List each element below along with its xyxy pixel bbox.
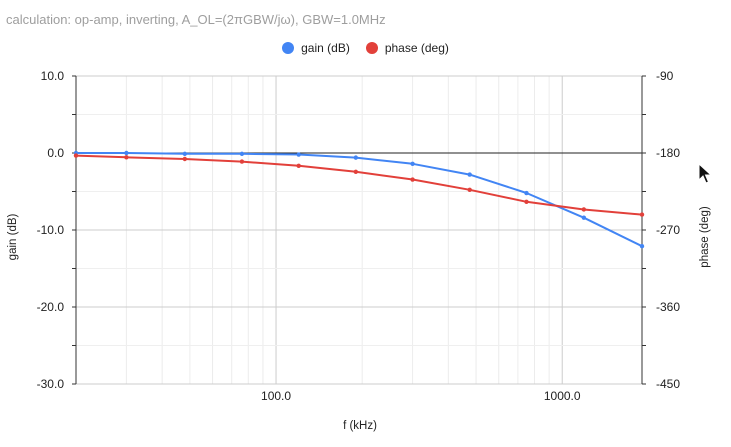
legend-label-gain: gain (dB) [301, 41, 350, 55]
y-tick-label: 0.0 [47, 146, 64, 160]
data-point-gain [524, 190, 529, 196]
legend-marker-gain [282, 42, 295, 54]
axes [72, 75, 646, 385]
series-line-phase [75, 154, 643, 216]
data-point-gain [353, 155, 359, 160]
x-axis-title: f (kHz) [343, 420, 377, 432]
y2-tick-label: -360 [656, 300, 680, 314]
y-axis-title-left: gain (dB) [7, 214, 19, 261]
legend-item-gain[interactable]: gain (dB) [282, 39, 350, 57]
legend: gain (dB) phase (deg) [0, 39, 731, 57]
arrow-pointer-icon [698, 163, 712, 184]
data-point-gain [124, 150, 129, 156]
legend-label-phase: phase (deg) [384, 41, 449, 55]
legend-item-phase[interactable]: phase (deg) [365, 39, 449, 57]
data-point-phase [73, 153, 79, 158]
data-point-phase [410, 177, 415, 182]
x-tick-label: 100.0 [261, 389, 291, 403]
grid-lines [75, 75, 642, 385]
chart-title: calculation: op-amp, inverting, A_OL=(2π… [6, 12, 386, 27]
data-point-phase [353, 169, 359, 175]
y-tick-label: -30.0 [37, 377, 65, 391]
x-tick-label: 1000.0 [544, 389, 581, 403]
data-point-phase [124, 155, 129, 160]
tick-labels: 10.0 0.0 -10.0 -20.0 -30.0 -90 -180 -270 -360 -45… [37, 69, 681, 403]
data-point-gain [182, 151, 188, 156]
y2-tick-label: -270 [656, 223, 680, 237]
data-point-phase [524, 199, 529, 204]
y-tick-label: -10.0 [37, 223, 65, 237]
data-point-phase [239, 159, 245, 164]
series-line-gain [76, 152, 643, 248]
data-point-gain [239, 151, 245, 156]
data-point-phase [182, 156, 188, 162]
legend-marker-phase [365, 42, 378, 54]
data-point-phase [296, 163, 301, 169]
series-group [73, 150, 645, 249]
data-point-gain [296, 152, 301, 157]
data-point-phase [581, 207, 587, 212]
y2-tick-label: -180 [656, 146, 680, 160]
data-point-gain [639, 243, 645, 249]
data-point-phase [639, 212, 645, 217]
y-tick-label: -20.0 [37, 300, 65, 314]
data-point-gain [581, 215, 587, 220]
y2-tick-label: -90 [656, 69, 674, 83]
data-point-gain [410, 161, 415, 166]
y2-tick-label: -450 [656, 377, 680, 391]
y-axis-title-right: phase (deg) [699, 206, 711, 268]
data-point-phase [467, 187, 472, 192]
data-point-gain [467, 172, 472, 177]
y-tick-label: 10.0 [41, 69, 65, 83]
